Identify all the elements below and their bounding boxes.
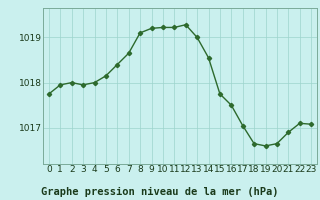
- Text: Graphe pression niveau de la mer (hPa): Graphe pression niveau de la mer (hPa): [41, 187, 279, 197]
